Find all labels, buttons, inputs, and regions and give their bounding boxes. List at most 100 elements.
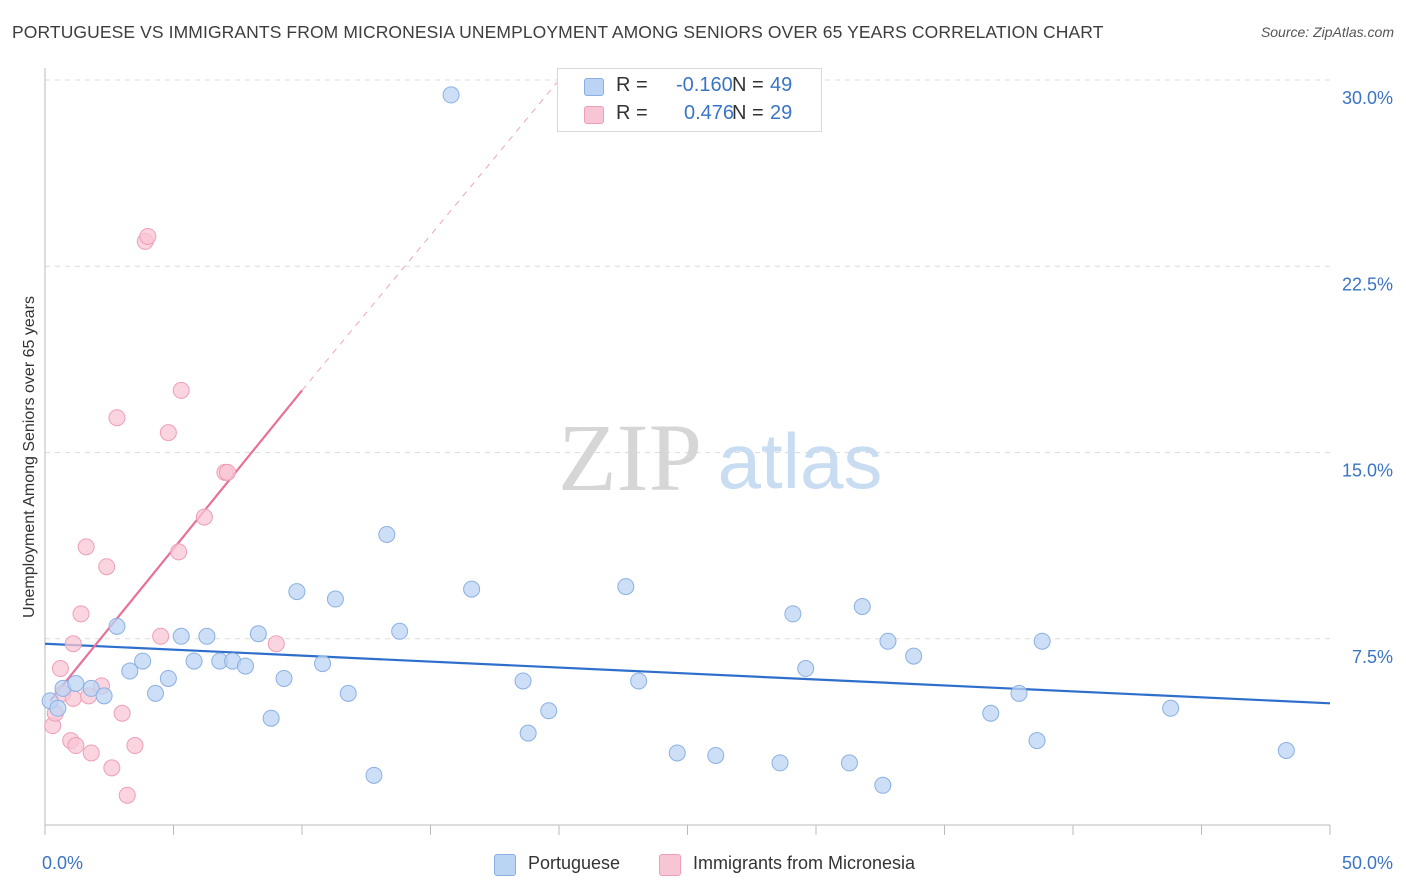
legend-swatch-portuguese: [584, 78, 604, 96]
portuguese-point: [121, 662, 139, 680]
tick-labels: 7.5% 15.0% 22.5% 30.0% 0.0% 50.0%: [42, 88, 1393, 873]
y-tick-label: 30.0%: [1342, 88, 1393, 108]
portuguese-point: [905, 647, 923, 665]
correlation-legend: R = -0.160 N = 49 R = 0.476 N = 29: [557, 68, 822, 132]
chart-title: PORTUGUESE VS IMMIGRANTS FROM MICRONESIA…: [12, 22, 1104, 42]
micronesia-trend-extension: [301, 79, 560, 391]
legend-r-value: -0.160: [676, 74, 733, 96]
portuguese-point: [314, 655, 332, 673]
legend-n-value: 49: [770, 74, 793, 96]
portuguese-point: [1162, 699, 1180, 717]
portuguese-point: [365, 766, 383, 784]
micronesia-point: [108, 409, 126, 427]
portuguese-point: [840, 754, 858, 772]
portuguese-point: [514, 672, 532, 690]
y-tick-label: 22.5%: [1342, 274, 1393, 294]
portuguese-point: [288, 583, 306, 601]
micronesia-point: [64, 635, 82, 653]
micronesia-point: [159, 424, 177, 442]
watermark-atlas: atlas: [718, 417, 883, 505]
portuguese-point: [1277, 742, 1295, 759]
data-points: [41, 86, 1295, 804]
micronesia-point: [98, 558, 116, 576]
micronesia-point: [139, 227, 157, 245]
portuguese-point: [442, 86, 460, 104]
portuguese-point: [67, 674, 85, 692]
legend-n-label: N =: [732, 74, 764, 96]
micronesia-point: [218, 463, 236, 481]
portuguese-point: [95, 687, 113, 705]
portuguese-point: [617, 578, 635, 596]
y-tick-label: 15.0%: [1342, 461, 1393, 481]
watermark: ZIP atlas: [558, 404, 882, 511]
portuguese-point: [159, 669, 177, 687]
portuguese-point: [147, 684, 165, 702]
portuguese-point: [519, 724, 537, 742]
micronesia-point: [113, 704, 131, 722]
micronesia-point: [118, 786, 136, 804]
portuguese-point: [391, 622, 409, 640]
portuguese-point: [853, 597, 871, 615]
legend-r-value: 0.476: [684, 102, 735, 124]
micronesia-point: [126, 737, 144, 755]
source-credit: Source: ZipAtlas.com: [1260, 24, 1394, 40]
portuguese-trend-line: [44, 642, 1331, 705]
micronesia-point: [195, 508, 213, 526]
micronesia-point: [72, 605, 90, 623]
bottom-legend-swatch-portuguese: [494, 854, 516, 876]
micronesia-point: [103, 759, 121, 777]
portuguese-point: [49, 699, 67, 717]
micronesia-point: [77, 538, 95, 556]
portuguese-point: [82, 679, 100, 697]
y-axis-label: Unemployment Among Seniors over 65 years: [21, 296, 38, 618]
gridlines: [45, 79, 1330, 640]
x-tick-label: 0.0%: [42, 853, 83, 873]
portuguese-point: [771, 754, 789, 772]
legend-n-label: N =: [732, 102, 764, 124]
legend-r-label: R =: [616, 102, 648, 124]
portuguese-point: [1033, 632, 1051, 650]
legend-swatch-micronesia: [584, 106, 604, 124]
portuguese-point: [784, 605, 802, 623]
micronesia-point: [51, 660, 69, 678]
micronesia-point: [152, 627, 170, 645]
bottom-legend-label: Immigrants from Micronesia: [693, 853, 916, 873]
micronesia-point: [67, 737, 85, 755]
micronesia-point: [170, 543, 188, 561]
micronesia-point: [267, 635, 285, 653]
bottom-legend-label: Portuguese: [528, 853, 621, 873]
portuguese-point: [463, 580, 481, 598]
portuguese-point: [540, 702, 558, 720]
portuguese-point: [198, 627, 216, 645]
micronesia-point: [172, 381, 190, 399]
bottom-legend-swatch-micronesia: [659, 854, 681, 876]
portuguese-point: [185, 652, 203, 670]
y-tick-label: 7.5%: [1352, 647, 1393, 667]
portuguese-point: [707, 746, 725, 764]
x-tick-label: 50.0%: [1342, 853, 1393, 873]
portuguese-point: [326, 590, 344, 608]
portuguese-point: [275, 669, 293, 687]
portuguese-point: [262, 709, 280, 727]
portuguese-point: [134, 652, 152, 670]
portuguese-point: [982, 704, 1000, 722]
portuguese-point: [172, 627, 190, 645]
legend-n-value: 29: [770, 102, 793, 124]
portuguese-point: [1010, 684, 1028, 702]
portuguese-point: [1028, 732, 1046, 750]
portuguese-point: [236, 657, 254, 675]
micronesia-point: [82, 744, 100, 762]
trend-lines: [44, 79, 1331, 705]
portuguese-point: [630, 672, 648, 690]
portuguese-point: [874, 776, 892, 794]
watermark-zip: ZIP: [558, 404, 702, 511]
portuguese-point: [249, 625, 267, 643]
portuguese-point: [378, 525, 396, 543]
portuguese-point: [668, 744, 686, 762]
legend-r-label: R =: [616, 74, 648, 96]
portuguese-point: [797, 660, 815, 678]
portuguese-point: [879, 632, 897, 650]
portuguese-point: [339, 684, 357, 702]
portuguese-point: [108, 617, 126, 635]
